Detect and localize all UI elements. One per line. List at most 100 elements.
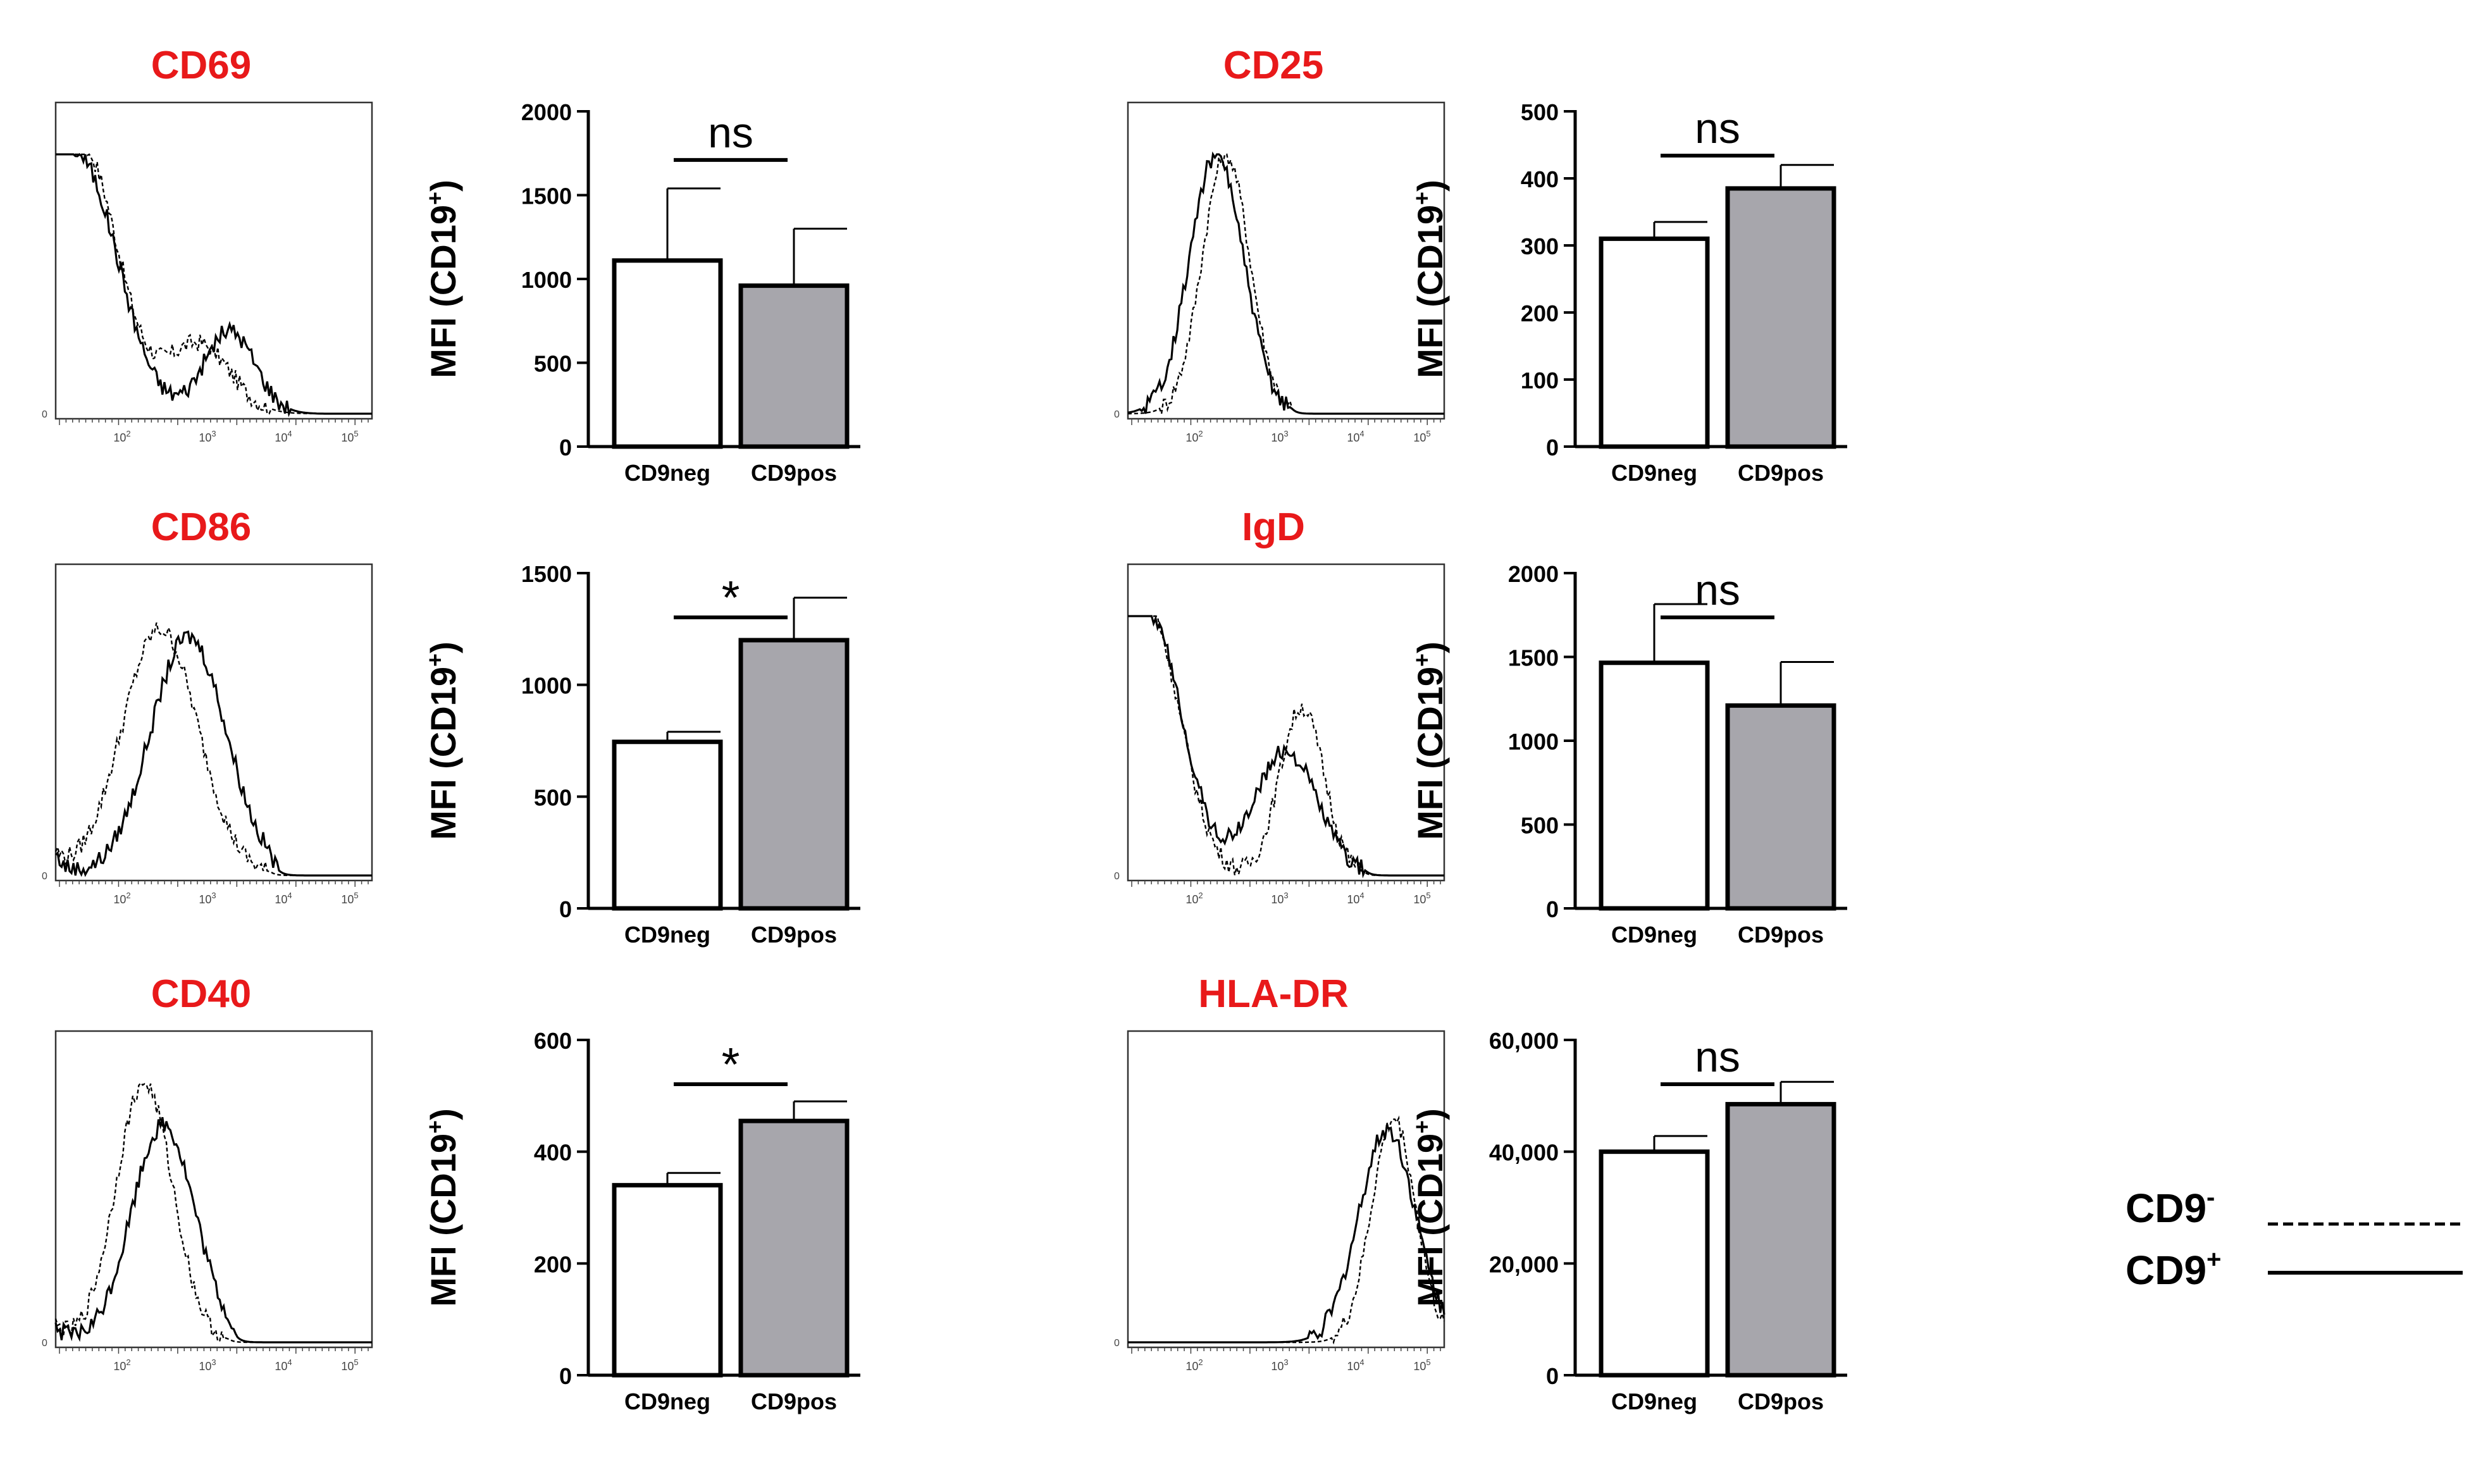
- y-axis-label: MFI (CD19+): [422, 180, 463, 378]
- marker-title: CD86: [151, 505, 252, 549]
- y-axis-label: MFI (CD19+): [1409, 1108, 1450, 1306]
- histogram-frame: [1127, 563, 1445, 882]
- y-tick-label: 0: [1546, 1363, 1559, 1389]
- y-axis-label: MFI (CD19+): [422, 1108, 463, 1306]
- cd9pos-histogram-curve: [1127, 151, 1444, 415]
- histogram-y-zero-label: 0: [1114, 409, 1120, 420]
- y-tick-label: 40,000: [1489, 1140, 1559, 1166]
- histogram-x-tick-label: 105: [1413, 891, 1430, 906]
- x-tick-label: CD9pos: [751, 922, 837, 948]
- y-axis-label: MFI (CD19+): [422, 641, 463, 839]
- y-tick-label: 20,000: [1489, 1251, 1559, 1277]
- y-tick-label: 60,000: [1489, 1028, 1559, 1054]
- cd9pos-histogram-curve: [56, 152, 372, 417]
- bar-cd9neg: [612, 258, 723, 449]
- x-tick-label: CD9neg: [1611, 1388, 1697, 1414]
- histogram-x-tick-label: 103: [1271, 429, 1288, 444]
- y-tick-label: 0: [559, 896, 572, 922]
- marker-title: CD69: [151, 44, 252, 87]
- cd9neg-histogram-curve: [54, 1082, 372, 1344]
- histogram-x-tick-label: 103: [1271, 891, 1288, 906]
- bar-cd9pos: [738, 638, 850, 911]
- histogram-frame: [1127, 1030, 1445, 1349]
- bar-chart-panel: MFI (CD19+) 0 500 1000 1500 2000 CD9neg CD9pos n…: [422, 99, 860, 486]
- marker-title: CD40: [151, 972, 252, 1016]
- histogram-frame: [1127, 101, 1445, 420]
- bar-cd9pos: [1725, 703, 1836, 911]
- significance-label: ns: [1695, 104, 1740, 152]
- bar-cd9pos: [738, 1118, 850, 1378]
- significance-label: ns: [708, 109, 753, 157]
- y-tick-label: 0: [1546, 435, 1559, 461]
- bar-cd9neg: [1599, 660, 1710, 911]
- y-tick-label: 100: [1521, 368, 1559, 393]
- histogram-x-tick-label: 103: [199, 1357, 216, 1373]
- y-tick-label: 0: [1546, 896, 1559, 922]
- cd9pos-histogram-curve: [54, 1116, 372, 1344]
- histogram-panel: HLA-DR 0 102 103 104 105: [1114, 972, 1445, 1373]
- y-tick-label: 1500: [521, 561, 572, 587]
- histogram-x-tick-label: 102: [1185, 891, 1203, 906]
- x-tick-label: CD9pos: [1738, 922, 1824, 948]
- y-axis-label: MFI (CD19+): [1409, 641, 1450, 839]
- histogram-x-tick-label: 104: [1347, 1357, 1364, 1373]
- y-tick-label: 500: [534, 351, 572, 377]
- y-tick-label: 400: [1521, 166, 1559, 192]
- histogram-panel: CD69 0 102 103 104 105: [42, 44, 373, 444]
- x-tick-label: CD9pos: [1738, 460, 1824, 486]
- histogram-panel: CD40 0 102 103 104 105: [42, 972, 373, 1373]
- cd9neg-histogram-curve: [54, 622, 372, 877]
- histogram-y-zero-label: 0: [1114, 871, 1120, 882]
- y-tick-label: 400: [534, 1140, 572, 1166]
- cd9pos-histogram-curve: [1128, 615, 1444, 879]
- legend-label-cd9neg: CD9-: [2126, 1184, 2215, 1231]
- x-tick-label: CD9neg: [624, 460, 710, 486]
- y-tick-label: 1000: [1508, 729, 1559, 755]
- histogram-y-zero-label: 0: [42, 1338, 47, 1349]
- significance-label: ns: [1695, 566, 1740, 614]
- x-tick-label: CD9neg: [624, 922, 710, 948]
- y-tick-label: 200: [534, 1251, 572, 1277]
- x-tick-label: CD9neg: [1611, 460, 1697, 486]
- x-tick-label: CD9neg: [624, 1388, 710, 1414]
- cd9neg-histogram-curve: [1128, 1115, 1445, 1345]
- histogram-y-zero-label: 0: [42, 409, 47, 420]
- cd9neg-histogram-curve: [1128, 153, 1444, 417]
- bar-chart-panel: MFI (CD19+) 0 200 400 600 CD9neg CD9pos *: [422, 1028, 860, 1414]
- bar-cd9neg: [612, 739, 723, 911]
- y-tick-label: 600: [534, 1028, 572, 1054]
- histogram-frame: [54, 101, 373, 420]
- histogram-x-tick-label: 103: [199, 429, 216, 444]
- bar-chart-panel: MFI (CD19+) 0 20,000 40,000 60,000 CD9neg CD9p…: [1409, 1028, 1847, 1414]
- bar-cd9pos: [738, 283, 850, 449]
- y-axis-label: MFI (CD19+): [1409, 180, 1450, 378]
- histogram-panel: IgD 0 102 103 104 105: [1114, 505, 1445, 906]
- y-tick-label: 300: [1521, 233, 1559, 259]
- histogram-x-tick-label: 104: [1347, 891, 1364, 906]
- histogram-x-tick-label: 104: [275, 429, 292, 444]
- bar-chart-panel: MFI (CD19+) 0 500 1000 1500 2000 CD9neg CD9pos n…: [1409, 561, 1847, 948]
- histogram-x-tick-label: 102: [113, 429, 130, 444]
- bar-chart-panel: MFI (CD19+) 0 100 200 300 400 500 CD9neg CD9pos n…: [1409, 99, 1847, 486]
- bar-cd9neg: [1599, 236, 1710, 449]
- y-tick-label: 1500: [1508, 645, 1559, 671]
- bar-cd9neg: [612, 1183, 723, 1378]
- y-tick-label: 0: [559, 435, 572, 461]
- y-tick-label: 1500: [521, 183, 572, 209]
- histogram-x-tick-label: 104: [275, 891, 292, 906]
- histogram-x-tick-label: 105: [1413, 1357, 1430, 1373]
- histogram-x-tick-label: 104: [275, 1357, 292, 1373]
- x-tick-label: CD9neg: [1611, 922, 1697, 948]
- bar-cd9pos: [1725, 1102, 1836, 1378]
- histogram-frame: [54, 1030, 373, 1349]
- cd9neg-histogram-curve: [56, 153, 372, 415]
- histogram-x-tick-label: 103: [1271, 1357, 1288, 1373]
- histogram-y-zero-label: 0: [1114, 1338, 1120, 1349]
- cd9neg-histogram-curve: [1128, 615, 1444, 877]
- histogram-x-tick-label: 105: [341, 429, 358, 444]
- y-tick-label: 1000: [521, 267, 572, 293]
- histogram-x-tick-label: 102: [1185, 1357, 1203, 1373]
- histogram-x-tick-label: 103: [199, 891, 216, 906]
- significance-label: ns: [1695, 1033, 1740, 1081]
- histogram-x-tick-label: 102: [113, 1357, 130, 1373]
